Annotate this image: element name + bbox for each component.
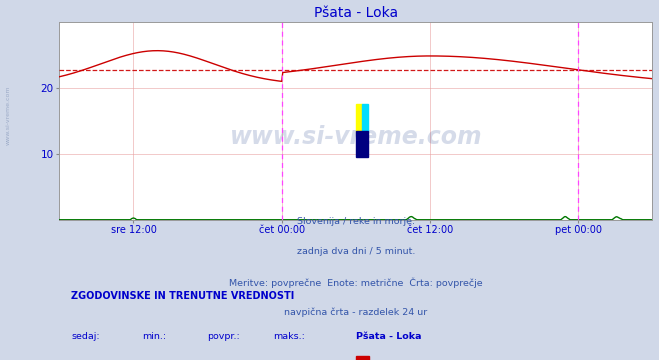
Text: zadnja dva dni / 5 minut.: zadnja dva dni / 5 minut.	[297, 247, 415, 256]
Text: Pšata - Loka: Pšata - Loka	[356, 332, 421, 341]
Text: www.si-vreme.com: www.si-vreme.com	[229, 125, 482, 149]
Text: min.:: min.:	[142, 332, 167, 341]
Text: sedaj:: sedaj:	[71, 332, 100, 341]
Bar	[356, 104, 362, 131]
Bar	[356, 356, 369, 360]
Text: maks.:: maks.:	[273, 332, 304, 341]
Text: ZGODOVINSKE IN TRENUTNE VREDNOSTI: ZGODOVINSKE IN TRENUTNE VREDNOSTI	[71, 291, 295, 301]
Text: navpična črta - razdelek 24 ur: navpična črta - razdelek 24 ur	[284, 307, 428, 317]
Title: Pšata - Loka: Pšata - Loka	[314, 6, 398, 21]
Text: www.si-vreme.com: www.si-vreme.com	[6, 85, 11, 145]
Bar	[362, 104, 368, 131]
Text: Slovenija / reke in morje.: Slovenija / reke in morje.	[297, 217, 415, 226]
Text: povpr.:: povpr.:	[208, 332, 241, 341]
Text: Meritve: povprečne  Enote: metrične  Črta: povprečje: Meritve: povprečne Enote: metrične Črta:…	[229, 277, 482, 288]
Bar	[356, 131, 368, 157]
